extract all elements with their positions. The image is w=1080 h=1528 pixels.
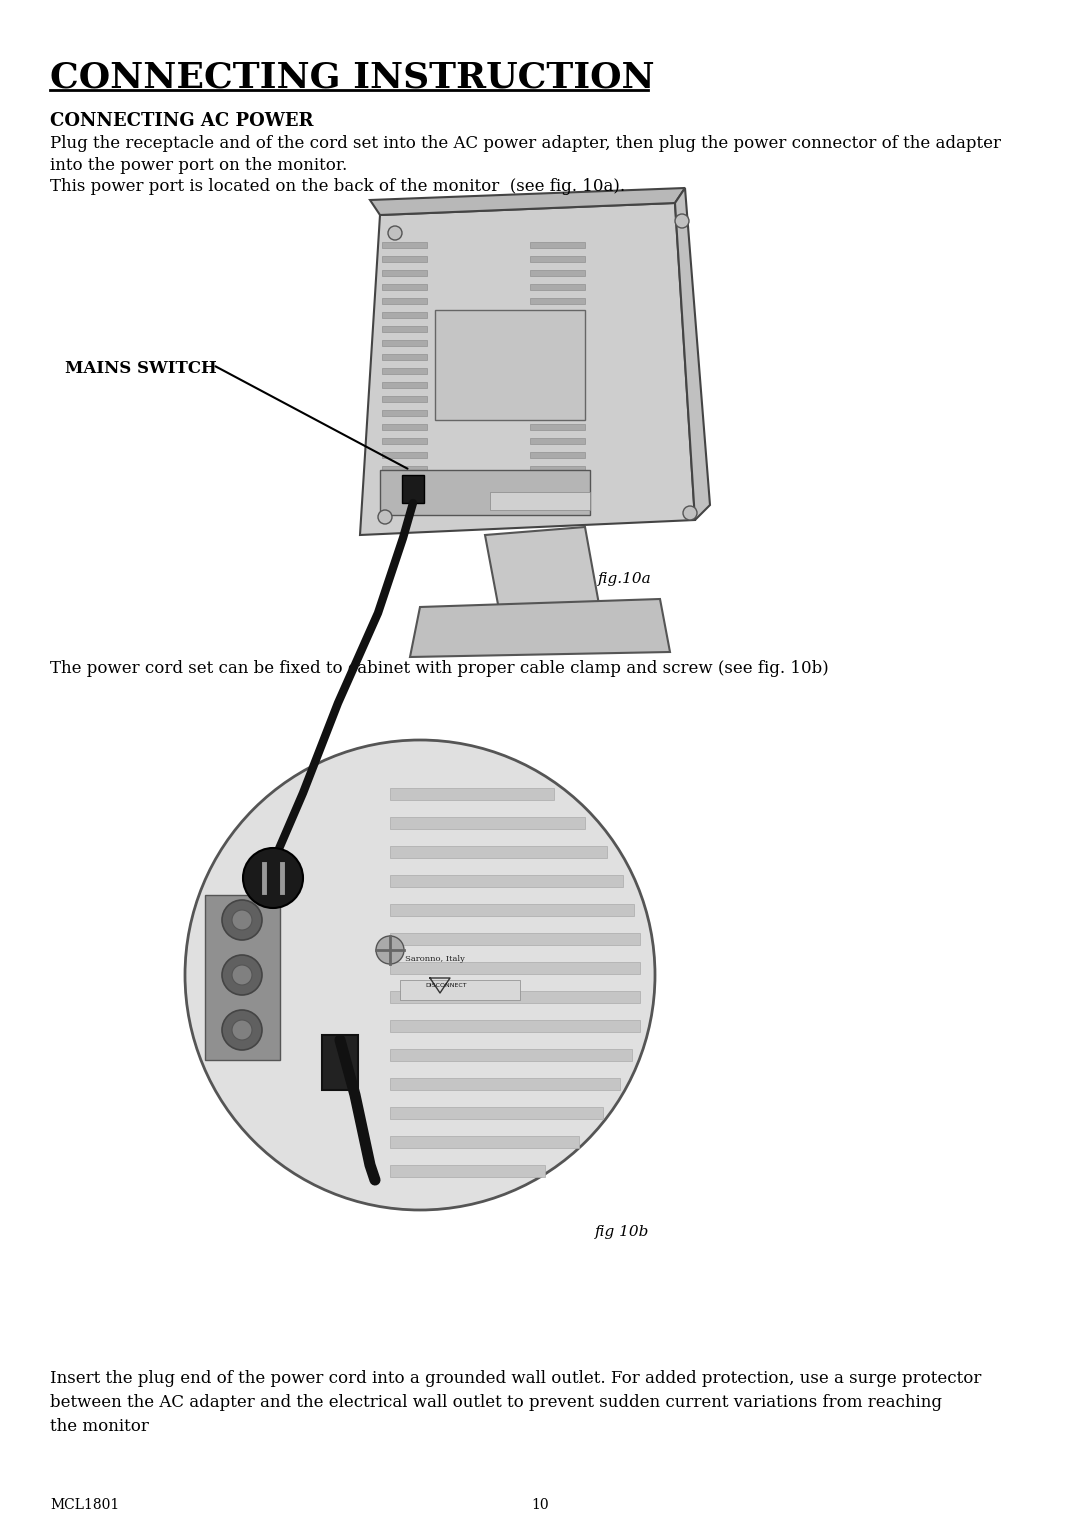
Bar (382, 423, 427, 429)
Bar (400, 979, 519, 999)
Polygon shape (675, 188, 710, 520)
Bar (382, 410, 427, 416)
Circle shape (243, 848, 303, 908)
Text: The power cord set can be fixed to cabinet with proper cable clamp and screw (se: The power cord set can be fixed to cabin… (50, 660, 828, 677)
Bar (382, 382, 427, 388)
Text: CONNECTING INSTRUCTION: CONNECTING INSTRUCTION (50, 60, 654, 95)
Circle shape (185, 740, 654, 1210)
Polygon shape (360, 203, 696, 535)
Bar (382, 312, 427, 318)
Circle shape (683, 506, 697, 520)
Bar (382, 368, 427, 374)
Bar (322, 1034, 357, 1089)
Polygon shape (410, 599, 670, 657)
Text: fig.10a: fig.10a (598, 571, 651, 587)
Bar (530, 325, 585, 332)
Text: MCL1801: MCL1801 (50, 1497, 119, 1513)
Bar (530, 423, 585, 429)
Circle shape (222, 955, 262, 995)
Text: 10: 10 (531, 1497, 549, 1513)
Circle shape (232, 1021, 252, 1041)
Bar (390, 1106, 603, 1118)
Circle shape (388, 226, 402, 240)
Bar (382, 298, 427, 304)
Bar (490, 492, 590, 510)
Circle shape (222, 900, 262, 940)
Bar (530, 439, 585, 445)
Bar (390, 934, 640, 944)
Bar (382, 270, 427, 277)
Text: into the power port on the monitor.: into the power port on the monitor. (50, 157, 348, 174)
Circle shape (232, 966, 252, 986)
Bar (205, 895, 280, 1060)
Bar (390, 1021, 640, 1031)
Text: DISCONNECT: DISCONNECT (426, 983, 467, 989)
Bar (530, 368, 585, 374)
Bar (530, 341, 585, 345)
Bar (382, 284, 427, 290)
Bar (382, 354, 427, 361)
Bar (382, 257, 427, 261)
Bar (382, 341, 427, 345)
Bar (530, 270, 585, 277)
Polygon shape (370, 188, 685, 215)
Bar (390, 788, 554, 801)
Bar (530, 354, 585, 361)
Bar (390, 1135, 579, 1148)
Bar (530, 284, 585, 290)
Bar (530, 298, 585, 304)
Bar (530, 382, 585, 388)
Bar (382, 241, 427, 248)
Bar (382, 466, 427, 472)
Bar (390, 817, 585, 830)
Text: fig 10b: fig 10b (595, 1225, 649, 1239)
Bar (382, 325, 427, 332)
Bar (390, 1077, 620, 1089)
Bar (390, 992, 640, 1002)
Bar (382, 439, 427, 445)
Circle shape (675, 214, 689, 228)
Circle shape (378, 510, 392, 524)
Circle shape (376, 937, 404, 964)
Circle shape (222, 1010, 262, 1050)
Bar (530, 312, 585, 318)
Bar (380, 471, 590, 515)
Text: Saronno, Italy: Saronno, Italy (405, 955, 464, 963)
Bar (530, 257, 585, 261)
Text: CONNECTING AC POWER: CONNECTING AC POWER (50, 112, 313, 130)
Text: This power port is located on the back of the monitor  (see fig. 10a).: This power port is located on the back o… (50, 177, 625, 196)
Bar (382, 396, 427, 402)
Bar (382, 452, 427, 458)
Bar (390, 1164, 545, 1177)
Bar (530, 396, 585, 402)
Text: MAINS SWITCH: MAINS SWITCH (65, 361, 217, 377)
Text: Insert the plug end of the power cord into a grounded wall outlet. For added pro: Insert the plug end of the power cord in… (50, 1371, 982, 1435)
Bar (390, 847, 607, 859)
Bar (390, 905, 634, 915)
Polygon shape (485, 527, 600, 614)
Bar (530, 410, 585, 416)
Bar (530, 466, 585, 472)
Bar (435, 310, 585, 420)
Bar (530, 452, 585, 458)
Text: Plug the receptacle and of the cord set into the AC power adapter, then plug the: Plug the receptacle and of the cord set … (50, 134, 1001, 151)
Circle shape (232, 911, 252, 931)
Bar (390, 963, 640, 973)
Bar (390, 876, 623, 886)
Bar (402, 475, 424, 503)
Bar (390, 1050, 632, 1060)
Bar (530, 241, 585, 248)
